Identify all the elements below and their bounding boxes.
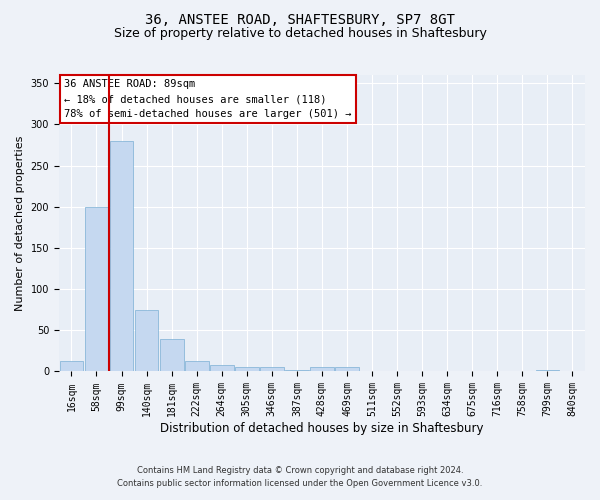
Bar bbox=[210, 365, 233, 372]
Bar bbox=[235, 366, 259, 372]
Bar bbox=[185, 361, 209, 372]
Bar bbox=[536, 370, 559, 372]
X-axis label: Distribution of detached houses by size in Shaftesbury: Distribution of detached houses by size … bbox=[160, 422, 484, 435]
Text: 36, ANSTEE ROAD, SHAFTESBURY, SP7 8GT: 36, ANSTEE ROAD, SHAFTESBURY, SP7 8GT bbox=[145, 12, 455, 26]
Bar bbox=[360, 370, 384, 372]
Text: Size of property relative to detached houses in Shaftesbury: Size of property relative to detached ho… bbox=[113, 28, 487, 40]
Bar bbox=[285, 370, 309, 372]
Y-axis label: Number of detached properties: Number of detached properties bbox=[15, 136, 25, 311]
Bar bbox=[85, 207, 109, 372]
Text: 36 ANSTEE ROAD: 89sqm
← 18% of detached houses are smaller (118)
78% of semi-det: 36 ANSTEE ROAD: 89sqm ← 18% of detached … bbox=[64, 80, 352, 119]
Bar bbox=[335, 368, 359, 372]
Bar bbox=[59, 361, 83, 372]
Text: Contains HM Land Registry data © Crown copyright and database right 2024.
Contai: Contains HM Land Registry data © Crown c… bbox=[118, 466, 482, 487]
Bar bbox=[134, 310, 158, 372]
Bar bbox=[160, 338, 184, 372]
Bar bbox=[110, 141, 133, 372]
Bar bbox=[310, 368, 334, 372]
Bar bbox=[260, 368, 284, 372]
